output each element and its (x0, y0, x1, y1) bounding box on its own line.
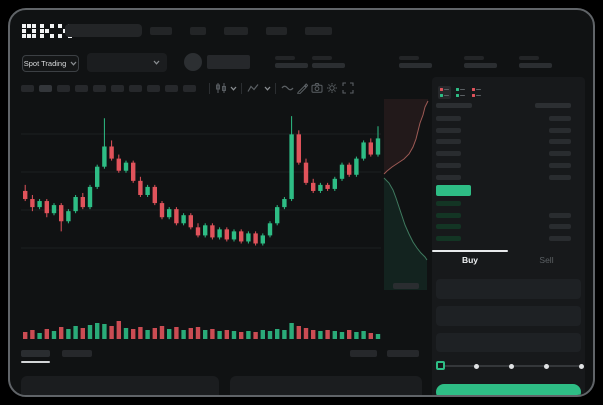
nav-item-placeholder[interactable] (305, 27, 332, 35)
bottom-action-placeholder[interactable] (350, 350, 377, 357)
ask-amount-placeholder (549, 151, 571, 156)
ticker-stat-label (312, 56, 332, 60)
ask-amount-placeholder (549, 116, 571, 121)
timeframe-button[interactable] (39, 85, 52, 92)
market-type-dropdown[interactable]: Spot Trading (22, 55, 79, 72)
depth-chart[interactable] (382, 97, 430, 293)
timeframe-button[interactable] (165, 85, 178, 92)
toolbar-divider (275, 83, 276, 94)
timeframe-button[interactable] (93, 85, 106, 92)
ticker-stat-label (399, 56, 419, 60)
chart-legend-placeholder (393, 283, 419, 289)
orderbook-last-price[interactable] (436, 185, 471, 196)
indicators-icon[interactable] (247, 82, 259, 94)
ticker-stat-label (464, 56, 484, 60)
ticker-stat-value (399, 63, 432, 68)
volume-chart (23, 321, 381, 339)
ask-amount-placeholder (549, 139, 571, 144)
slider-stop-100[interactable] (578, 364, 584, 369)
bid-price-placeholder (436, 224, 461, 229)
nav-item-placeholder[interactable] (266, 27, 287, 35)
buy-submit-button[interactable] (436, 384, 581, 395)
bid-price-placeholder (436, 213, 461, 218)
slider-stop-75[interactable] (543, 364, 549, 369)
ticker-stat-label (275, 56, 295, 60)
candle-type-icon[interactable] (215, 82, 227, 94)
toolbar-divider (241, 83, 242, 94)
ticker-stat-label (519, 56, 539, 60)
active-tab-indicator (432, 250, 508, 252)
bottom-tab-underline (21, 361, 50, 363)
chevron-down-icon (70, 61, 77, 66)
logo-glyph (22, 24, 36, 38)
timeframe-button[interactable] (183, 85, 196, 92)
bottom-action-placeholder[interactable] (387, 350, 419, 357)
coin-avatar (184, 53, 202, 71)
orderbook-mode-icon[interactable] (438, 86, 451, 99)
draw-pencil-icon[interactable] (296, 82, 308, 94)
nav-item-placeholder[interactable] (150, 27, 172, 35)
app-window: Spot Trading (8, 8, 595, 397)
orders-panel-right (230, 376, 422, 395)
price-input[interactable] (436, 279, 581, 299)
ticker-stat-value (275, 63, 308, 68)
ask-amount-placeholder (549, 175, 571, 180)
timeframe-button[interactable] (75, 85, 88, 92)
ask-price-placeholder (436, 175, 461, 180)
ask-amount-placeholder (549, 128, 571, 133)
chevron-down-icon (153, 60, 160, 65)
ask-amount-placeholder (549, 163, 571, 168)
ask-price-placeholder (436, 128, 461, 133)
ask-price-placeholder (436, 139, 461, 144)
camera-icon[interactable] (311, 82, 323, 94)
toolbar-divider (209, 83, 210, 94)
sell-tab-label: Sell (539, 255, 554, 265)
tab-sell[interactable]: Sell (508, 253, 585, 267)
last-price-placeholder (207, 55, 250, 69)
ask-price-placeholder (436, 116, 461, 121)
bid-amount-placeholder (549, 213, 571, 218)
search-input[interactable] (65, 24, 142, 37)
chevron-down-icon[interactable] (230, 86, 237, 91)
pair-selector-dropdown[interactable] (87, 53, 167, 72)
tab-buy[interactable]: Buy (432, 253, 508, 267)
logo-glyph (40, 24, 54, 38)
timeframe-button[interactable] (129, 85, 142, 92)
orderbook-amount-header (535, 103, 571, 108)
total-input[interactable] (436, 333, 581, 352)
ticker-stat-value (464, 63, 497, 68)
bottom-tab-open-orders[interactable] (21, 350, 50, 357)
bid-amount-placeholder (549, 224, 571, 229)
chevron-down-icon[interactable] (264, 86, 271, 91)
orders-panel-left (21, 376, 219, 395)
orderbook-mode-icon[interactable] (470, 86, 483, 99)
nav-item-placeholder[interactable] (224, 27, 248, 35)
market-type-label: Spot Trading (23, 59, 67, 68)
orderbook-mode-icon[interactable] (454, 86, 467, 99)
line-tools-icon[interactable] (281, 82, 294, 94)
timeframe-button[interactable] (57, 85, 70, 92)
ticker-stat-value (519, 63, 552, 68)
fullscreen-icon[interactable] (342, 82, 354, 94)
ticker-stat-value (312, 63, 345, 68)
gear-icon[interactable] (326, 82, 338, 94)
candlestick-chart[interactable] (21, 100, 381, 292)
slider-stop-25[interactable] (473, 364, 479, 369)
timeframe-button[interactable] (21, 85, 34, 92)
bid-price-placeholder (436, 236, 461, 241)
bid-amount-placeholder (549, 236, 571, 241)
orderbook-price-header (436, 103, 472, 108)
bottom-tab-history[interactable] (62, 350, 92, 357)
nav-item-placeholder[interactable] (190, 27, 206, 35)
buy-tab-label: Buy (461, 255, 479, 265)
ask-price-placeholder (436, 163, 461, 168)
amount-input[interactable] (436, 306, 581, 326)
slider-stop-50[interactable] (508, 364, 514, 369)
bid-price-placeholder (436, 201, 461, 206)
ask-price-placeholder (436, 151, 461, 156)
timeframe-button[interactable] (111, 85, 124, 92)
timeframe-button[interactable] (147, 85, 160, 92)
percent-slider-handle[interactable] (436, 361, 445, 370)
